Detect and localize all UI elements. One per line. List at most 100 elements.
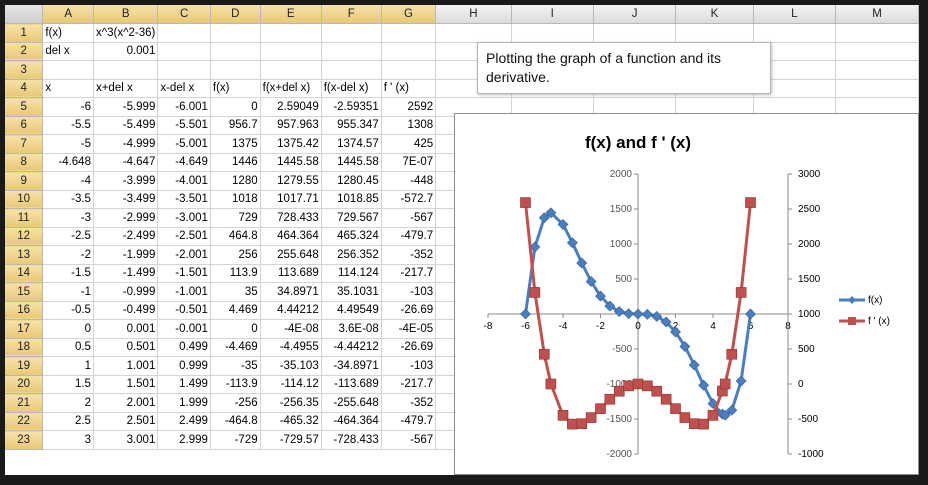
cell-C5[interactable]: -6.001 (157, 97, 211, 117)
cell-C6[interactable]: -5.501 (157, 116, 211, 135)
column-header-F[interactable]: F (321, 5, 382, 24)
column-header-C[interactable]: C (157, 5, 211, 24)
cell-C12[interactable]: -2.501 (157, 227, 211, 246)
cell-D17[interactable]: 0 (210, 319, 261, 339)
cell-A2[interactable]: del x (42, 42, 94, 61)
cell-E22[interactable]: -465.32 (260, 412, 322, 431)
cell-A8[interactable]: -4.648 (42, 153, 94, 172)
cell-L3[interactable] (753, 60, 837, 80)
cell-C10[interactable]: -3.501 (157, 190, 211, 209)
cell-C7[interactable]: -5.001 (157, 134, 211, 154)
cell-B19[interactable]: 1.001 (93, 356, 159, 376)
cell-E9[interactable]: 1279.55 (260, 171, 322, 191)
cell-B10[interactable]: -3.499 (93, 190, 159, 209)
cell-B9[interactable]: -3.999 (93, 171, 159, 191)
cell-M2[interactable] (835, 42, 919, 61)
column-header-L[interactable]: L (753, 5, 837, 24)
text-box[interactable]: Plotting the graph of a function and its… (477, 42, 771, 94)
cell-A18[interactable]: 0.5 (42, 338, 94, 357)
cell-A7[interactable]: -5 (42, 134, 94, 154)
row-header-2[interactable]: 2 (5, 42, 44, 61)
cell-A17[interactable]: 0 (42, 319, 94, 339)
cell-E17[interactable]: -4E-08 (260, 319, 322, 339)
cell-E2[interactable] (260, 42, 322, 61)
cell-J1[interactable] (593, 23, 677, 43)
cell-G9[interactable]: -448 (381, 171, 437, 191)
row-header-5[interactable]: 5 (5, 97, 44, 117)
column-header-G[interactable]: G (381, 5, 437, 24)
cell-A5[interactable]: -6 (42, 97, 94, 117)
cell-G6[interactable]: 1308 (381, 116, 437, 135)
cell-B21[interactable]: 2.001 (93, 393, 159, 413)
cell-G13[interactable]: -352 (381, 245, 437, 265)
cell-E6[interactable]: 957.963 (260, 116, 322, 135)
cell-D11[interactable]: 729 (210, 208, 261, 228)
cell-M4[interactable] (835, 79, 919, 98)
cell-A9[interactable]: -4 (42, 171, 94, 191)
cell-F23[interactable]: -728.433 (321, 430, 382, 450)
cell-C20[interactable]: 1.499 (157, 375, 211, 394)
cell-D4[interactable]: f(x) (210, 79, 261, 98)
cell-F18[interactable]: -4.44212 (321, 338, 382, 357)
row-header-11[interactable]: 11 (5, 208, 44, 228)
cell-G10[interactable]: -572.7 (381, 190, 437, 209)
cell-E5[interactable]: 2.59049 (260, 97, 322, 117)
cell-F17[interactable]: 3.6E-08 (321, 319, 382, 339)
cell-E12[interactable]: 464.364 (260, 227, 322, 246)
cell-C22[interactable]: 2.499 (157, 412, 211, 431)
cell-A12[interactable]: -2.5 (42, 227, 94, 246)
row-header-14[interactable]: 14 (5, 264, 44, 283)
column-header-H[interactable]: H (435, 5, 512, 24)
cell-A15[interactable]: -1 (42, 282, 94, 302)
column-header-M[interactable]: M (835, 5, 919, 24)
row-header-16[interactable]: 16 (5, 301, 44, 320)
cell-M1[interactable] (835, 23, 919, 43)
cell-G17[interactable]: -4E-05 (381, 319, 437, 339)
cell-E13[interactable]: 255.648 (260, 245, 322, 265)
cell-B16[interactable]: -0.499 (93, 301, 159, 320)
cell-G23[interactable]: -567 (381, 430, 437, 450)
cell-F21[interactable]: -255.648 (321, 393, 382, 413)
cell-L1[interactable] (753, 23, 837, 43)
cell-A1[interactable]: f(x) (42, 23, 94, 43)
row-header-21[interactable]: 21 (5, 393, 44, 413)
cell-C14[interactable]: -1.501 (157, 264, 211, 283)
chart[interactable]: f(x) and f ' (x)-8-6-4-20246820001500100… (454, 113, 919, 475)
row-header-10[interactable]: 10 (5, 190, 44, 209)
cell-D20[interactable]: -113.9 (210, 375, 261, 394)
cell-A3[interactable] (42, 60, 94, 80)
cell-D14[interactable]: 113.9 (210, 264, 261, 283)
column-header-E[interactable]: E (260, 5, 322, 24)
cell-G21[interactable]: -352 (381, 393, 437, 413)
cell-I1[interactable] (511, 23, 594, 43)
cell-C2[interactable] (157, 42, 211, 61)
cell-D10[interactable]: 1018 (210, 190, 261, 209)
row-header-13[interactable]: 13 (5, 245, 44, 265)
cell-A6[interactable]: -5.5 (42, 116, 94, 135)
cell-F7[interactable]: 1374.57 (321, 134, 382, 154)
cell-F19[interactable]: -34.8971 (321, 356, 382, 376)
cell-B14[interactable]: -1.499 (93, 264, 159, 283)
row-header-23[interactable]: 23 (5, 430, 44, 450)
cell-B6[interactable]: -5.499 (93, 116, 159, 135)
row-header-12[interactable]: 12 (5, 227, 44, 246)
select-all-corner[interactable] (5, 5, 44, 24)
cell-A23[interactable]: 3 (42, 430, 94, 450)
cell-B2[interactable]: 0.001 (93, 42, 159, 61)
cell-A14[interactable]: -1.5 (42, 264, 94, 283)
cell-G22[interactable]: -479.7 (381, 412, 437, 431)
cell-G16[interactable]: -26.69 (381, 301, 437, 320)
cell-C18[interactable]: 0.499 (157, 338, 211, 357)
cell-D19[interactable]: -35 (210, 356, 261, 376)
cell-E16[interactable]: 4.44212 (260, 301, 322, 320)
cell-D13[interactable]: 256 (210, 245, 261, 265)
cell-D3[interactable] (210, 60, 261, 80)
cell-B3[interactable] (93, 60, 159, 80)
cell-A20[interactable]: 1.5 (42, 375, 94, 394)
row-header-17[interactable]: 17 (5, 319, 44, 339)
cell-F1[interactable] (321, 23, 382, 43)
cell-L2[interactable] (753, 42, 837, 61)
cell-F13[interactable]: 256.352 (321, 245, 382, 265)
row-header-1[interactable]: 1 (5, 23, 44, 43)
cell-B11[interactable]: -2.999 (93, 208, 159, 228)
